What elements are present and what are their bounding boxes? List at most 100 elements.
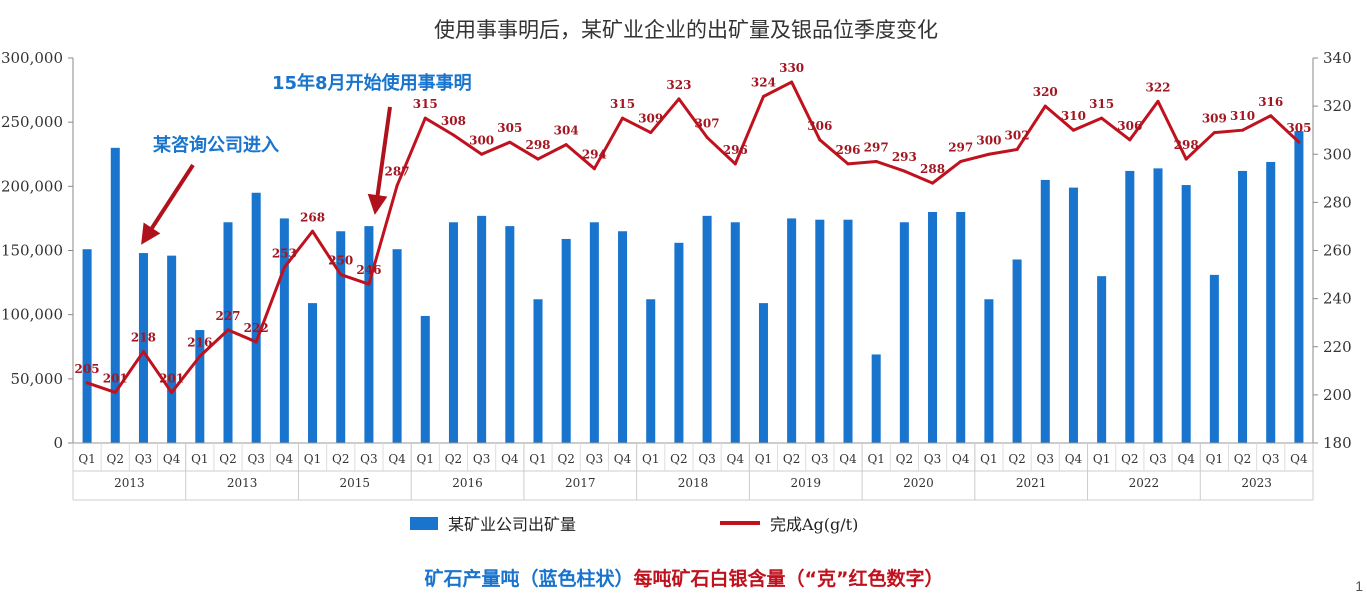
line-point xyxy=(1269,114,1273,118)
line-data-label: 298 xyxy=(525,138,550,152)
line-point xyxy=(1241,128,1245,132)
quarter-label: Q1 xyxy=(529,452,546,466)
axes: 0 50,000 100,000 150,000 200,000 250,000 300,0… xyxy=(1,49,1352,452)
bar xyxy=(1153,168,1163,443)
right-tick-label: 280 xyxy=(1323,193,1352,211)
bar xyxy=(167,255,177,443)
line-data-label: 222 xyxy=(244,321,269,335)
quarter-label: Q1 xyxy=(1093,452,1110,466)
line-data-label: 296 xyxy=(835,143,860,157)
annotation-arrow-start xyxy=(367,106,392,215)
line-point xyxy=(536,157,540,161)
bar xyxy=(758,303,768,443)
annotation-arrow-consulting xyxy=(141,163,195,245)
quarter-label: Q2 xyxy=(1008,452,1025,466)
line-series xyxy=(86,80,1300,394)
bar xyxy=(364,226,374,443)
line-point xyxy=(874,159,878,163)
bar xyxy=(1012,259,1022,443)
left-tick-label: 200,000 xyxy=(1,177,63,195)
line-point xyxy=(1212,131,1216,135)
line-data-label: 316 xyxy=(1258,95,1283,109)
bar xyxy=(646,299,656,443)
bar xyxy=(1209,274,1219,443)
line-data-label: 296 xyxy=(723,143,748,157)
bar xyxy=(138,253,148,443)
bar xyxy=(477,215,487,443)
legend-label-line: 完成Ag(g/t) xyxy=(770,515,858,534)
line-data-label: 294 xyxy=(582,148,607,162)
year-label: 2017 xyxy=(565,476,596,490)
year-label: 2019 xyxy=(790,476,821,490)
line-point xyxy=(649,131,653,135)
quarter-label: Q2 xyxy=(783,452,800,466)
bar xyxy=(110,147,120,444)
bar xyxy=(1097,276,1107,443)
right-tick-label: 320 xyxy=(1323,97,1352,115)
line-data-label: 250 xyxy=(328,254,353,268)
line-data-label: 293 xyxy=(892,150,917,164)
line-point xyxy=(1015,147,1019,151)
right-tick-label: 200 xyxy=(1323,386,1352,404)
line-data-label: 300 xyxy=(469,133,494,147)
bar xyxy=(279,218,289,443)
quarter-label: Q4 xyxy=(1065,452,1083,466)
quarter-label: Q4 xyxy=(163,452,181,466)
quarter-label: Q3 xyxy=(473,452,490,466)
bar xyxy=(448,222,458,443)
line-data-label: 308 xyxy=(441,114,466,128)
quarter-label: Q4 xyxy=(614,452,632,466)
quarter-label: Q2 xyxy=(219,452,236,466)
line-point xyxy=(198,354,202,358)
left-tick-label: 300,000 xyxy=(1,49,63,67)
quarter-label: Q3 xyxy=(1149,452,1166,466)
bar xyxy=(843,219,853,443)
line-point xyxy=(282,265,286,269)
line-data-label: 309 xyxy=(1202,112,1227,126)
bar xyxy=(787,218,797,443)
bar xyxy=(1125,170,1135,443)
line-point xyxy=(254,340,258,344)
line-point xyxy=(113,390,117,394)
footer-caption: 矿石产量吨（蓝色柱状）每吨矿石白银含量（“克”红色数字） xyxy=(425,567,944,590)
line-data-label: 218 xyxy=(131,331,156,345)
line-data-label: 227 xyxy=(215,309,240,323)
right-tick-label: 300 xyxy=(1323,145,1352,163)
year-label: 2022 xyxy=(1129,476,1160,490)
quarter-label: Q1 xyxy=(304,452,321,466)
bar xyxy=(928,212,938,443)
quarter-label: Q4 xyxy=(1177,452,1195,466)
line-data-label: 253 xyxy=(272,246,297,260)
line-data-label: 298 xyxy=(1174,138,1199,152)
line-point xyxy=(339,273,343,277)
quarter-label: Q4 xyxy=(1290,452,1308,466)
line-point xyxy=(1071,128,1075,132)
legend-label-bar: 某矿业公司出矿量 xyxy=(448,515,576,534)
bar xyxy=(730,222,740,443)
line-point xyxy=(790,80,794,84)
quarter-label: Q1 xyxy=(78,452,95,466)
year-label: 2016 xyxy=(452,476,483,490)
bar xyxy=(1294,131,1304,443)
quarter-label: Q2 xyxy=(107,452,124,466)
line-data-label: 305 xyxy=(497,121,522,135)
line-data-label: 315 xyxy=(413,97,438,111)
left-tick-label: 150,000 xyxy=(1,242,63,260)
line-data-label: 306 xyxy=(1117,119,1142,133)
data-labels: 2052012182012162272222532682502462873153… xyxy=(75,61,1312,385)
quarter-label: Q3 xyxy=(1037,452,1054,466)
line-point xyxy=(621,116,625,120)
line-data-label: 201 xyxy=(159,371,184,385)
bars xyxy=(82,131,1304,444)
line-point xyxy=(395,184,399,188)
quarter-label: Q1 xyxy=(867,452,884,466)
year-label: 2020 xyxy=(903,476,934,490)
line-point xyxy=(141,350,145,354)
year-label: 2021 xyxy=(1016,476,1047,490)
silver-grade-line xyxy=(85,80,1301,394)
year-label: 2023 xyxy=(1241,476,1272,490)
line-data-label: 201 xyxy=(103,371,128,385)
bar xyxy=(251,192,261,443)
quarter-label: Q2 xyxy=(445,452,462,466)
line-data-label: 268 xyxy=(300,210,325,224)
